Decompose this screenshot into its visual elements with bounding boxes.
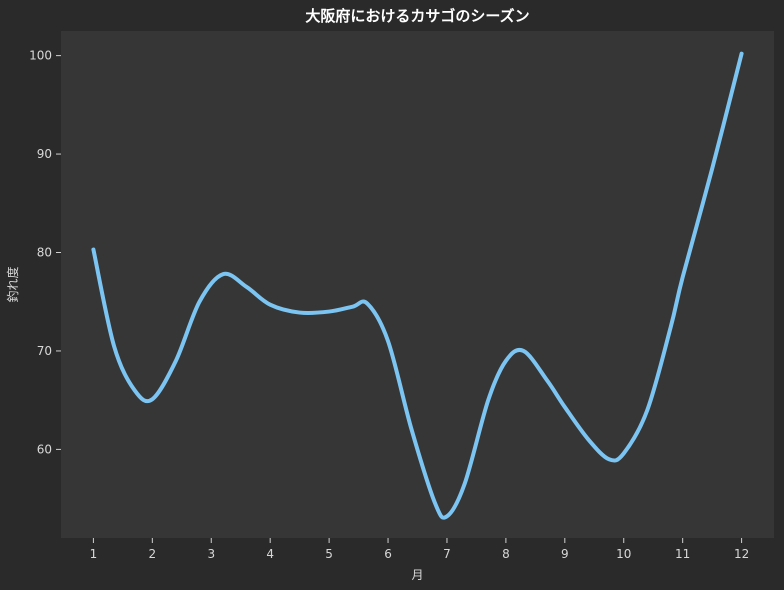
x-tick-label-9: 9 bbox=[561, 547, 569, 561]
x-axis-label: 月 bbox=[411, 568, 423, 582]
x-tick-label-4: 4 bbox=[266, 547, 274, 561]
y-axis: 60 70 80 90 100 bbox=[29, 49, 61, 456]
y-tick-label-80: 80 bbox=[37, 246, 52, 260]
x-tick-label-2: 2 bbox=[149, 547, 157, 561]
y-tick-label-90: 90 bbox=[37, 147, 52, 161]
series-line-1 bbox=[91, 51, 744, 520]
chart-title: 大阪府におけるカサゴのシーズン bbox=[305, 7, 529, 25]
x-tick-label-8: 8 bbox=[502, 547, 510, 561]
x-tick-label-7: 7 bbox=[443, 547, 451, 561]
y-tick-label-70: 70 bbox=[37, 344, 52, 358]
x-tick-label-3: 3 bbox=[207, 547, 215, 561]
x-axis: 1 2 3 4 5 6 7 8 9 10 11 12 bbox=[90, 538, 749, 561]
x-tick-label-10: 10 bbox=[616, 547, 631, 561]
y-axis-label: 釣れ度 bbox=[5, 266, 20, 302]
y-tick-label-100: 100 bbox=[29, 49, 52, 63]
x-tick-label-1: 1 bbox=[90, 547, 98, 561]
x-tick-label-6: 6 bbox=[384, 547, 392, 561]
y-tick-label-60: 60 bbox=[37, 442, 52, 456]
plot-area bbox=[61, 31, 774, 538]
series-layer bbox=[91, 51, 744, 520]
x-tick-label-5: 5 bbox=[325, 547, 333, 561]
x-tick-label-12: 12 bbox=[734, 547, 749, 561]
x-tick-label-11: 11 bbox=[675, 547, 690, 561]
